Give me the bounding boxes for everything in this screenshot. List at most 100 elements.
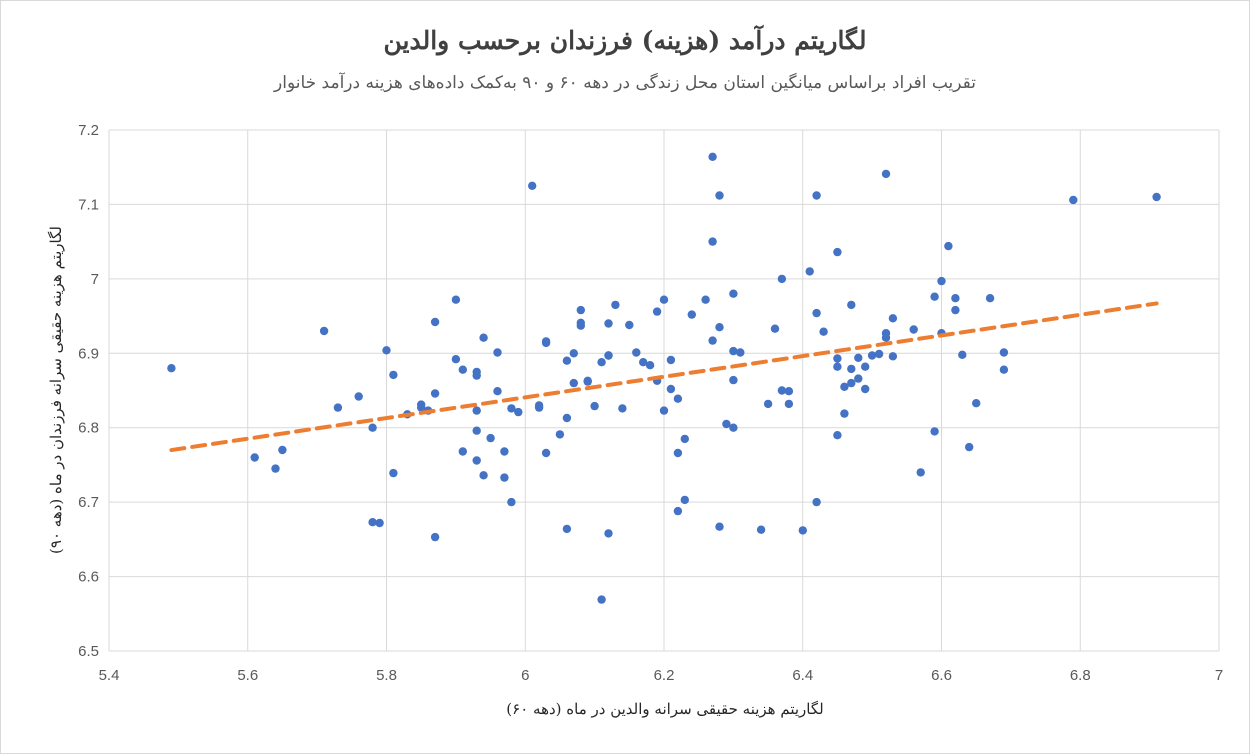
data-point [569,378,578,388]
data-point [680,434,689,444]
data-point [493,348,502,357]
data-point [576,318,585,327]
x-tick-label: 6.8 [1070,667,1091,684]
x-tick-label: 6 [521,667,529,684]
data-point [833,431,842,440]
data-point [659,295,669,304]
data-point [534,403,544,412]
data-point [555,430,565,439]
data-point [611,300,620,310]
data-point [1152,192,1161,202]
y-tick-label: 6.7 [78,494,99,511]
data-point [472,426,481,435]
data-point [777,386,787,395]
data-point [937,276,946,286]
data-point [770,324,780,333]
data-point [673,506,683,516]
data-point [729,289,738,298]
data-point [763,399,773,409]
data-point [909,325,918,334]
data-point [507,497,516,507]
data-point [645,361,655,370]
data-point [167,364,176,373]
x-tick-label: 6.4 [792,667,813,684]
data-point [590,401,599,411]
data-point [368,518,377,527]
data-point [430,389,440,398]
data-point [576,305,585,315]
data-point [541,337,551,346]
data-point [472,406,481,415]
data-point [951,294,960,303]
data-point [389,468,398,478]
data-point [715,323,724,332]
data-point [604,319,613,328]
x-tick-label: 5.4 [99,667,120,684]
x-axis-label: لگاریتم هزینه حقیقی سرانه والدین در ماه … [506,700,824,718]
data-point [479,333,488,342]
data-point [777,274,787,284]
data-point [729,375,738,385]
data-point [965,442,974,452]
data-point [854,353,863,362]
data-point [673,448,683,458]
data-point [430,317,440,327]
data-point [881,333,891,342]
data-point [847,300,856,310]
data-point [972,399,981,408]
data-point [798,526,807,535]
data-point [666,355,676,365]
data-point [812,191,821,200]
data-point [729,423,738,432]
data-point [486,433,495,443]
data-point [562,356,572,365]
data-point [729,346,738,356]
data-point [812,308,821,318]
data-point [833,354,842,363]
data-point [500,447,509,456]
x-tick-label: 5.6 [237,667,258,684]
data-point [417,400,426,409]
data-point [562,524,572,534]
data-point [930,427,939,436]
data-point [867,351,877,360]
data-point [888,352,898,361]
data-point [944,241,953,251]
data-point [493,387,502,396]
data-point [458,447,467,456]
data-point [861,362,870,371]
data-point [854,374,863,383]
data-point [271,464,280,473]
data-point [389,370,398,380]
data-point [541,448,551,458]
data-point [604,529,613,538]
data-point [632,348,641,357]
data-point [833,247,842,257]
data-point [708,336,717,345]
data-point [514,407,523,417]
data-point [951,305,960,315]
data-point [458,365,467,374]
data-point [708,152,717,161]
data-point [333,403,343,412]
data-point [833,362,842,371]
y-tick-label: 6.5 [78,643,99,660]
data-point [881,169,891,179]
data-point [756,525,766,534]
data-point [479,471,488,480]
y-tick-label: 6.6 [78,569,99,586]
chart-subtitle: تقریب افراد براساس میانگین استان محل زند… [274,73,976,93]
data-point [708,237,717,246]
data-point [847,378,856,388]
data-point [736,348,745,357]
data-point [278,445,287,455]
chart-title: لگاریتم درآمد (هزینه) فرزندان برحسب والد… [383,26,867,55]
data-point [999,365,1009,374]
data-point [250,453,259,462]
data-point [847,364,856,374]
data-point [874,349,884,359]
trendline [169,301,1159,453]
x-tick-label: 6.6 [931,667,952,684]
